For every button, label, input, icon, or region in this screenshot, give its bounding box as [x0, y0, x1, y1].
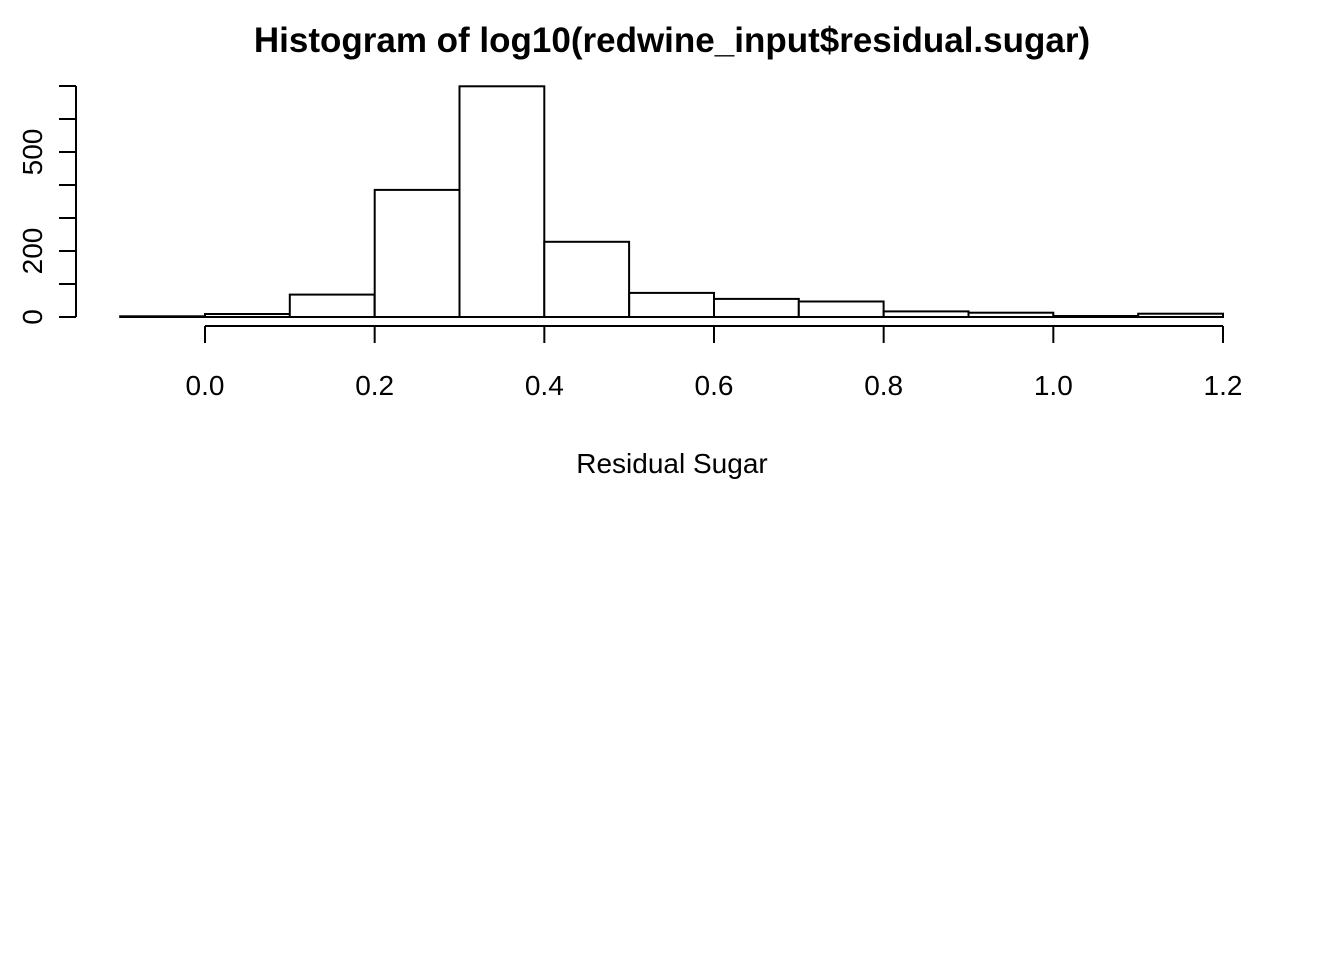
y-tick-label: 0: [17, 309, 48, 325]
y-tick-label: 200: [17, 228, 48, 275]
histogram-bar: [458, 85, 546, 318]
y-tick-label: 500: [17, 129, 48, 176]
x-tick-label: 0.6: [695, 370, 734, 401]
x-tick-label: 0.8: [864, 370, 903, 401]
histogram-bar: [1137, 312, 1224, 319]
histogram-bar: [119, 315, 206, 318]
x-axis-label: Residual Sugar: [576, 448, 767, 479]
x-axis: 0.0 0.2 0.4 0.6 0.8 1.0 1.2: [186, 325, 1243, 401]
chart-title: Histogram of log10(redwine_input$residua…: [254, 21, 1090, 60]
histogram-bar: [797, 300, 885, 318]
histogram-bar: [713, 297, 800, 318]
x-tick-label: 0.2: [355, 370, 394, 401]
x-tick-label: 1.0: [1034, 370, 1073, 401]
histogram-bar: [288, 293, 376, 319]
x-tick-label: 0.0: [186, 370, 225, 401]
histogram-bar: [1052, 315, 1140, 318]
histogram-bar: [967, 311, 1055, 319]
y-axis: 0 200 500: [17, 85, 77, 325]
histogram-bar: [204, 313, 291, 318]
x-tick-label: 1.2: [1204, 370, 1243, 401]
histogram-bar: [628, 291, 716, 318]
histogram-bar: [882, 310, 970, 318]
x-tick-label: 0.4: [525, 370, 564, 401]
histogram-bar: [543, 240, 631, 318]
histogram-bars: [119, 85, 1224, 319]
histogram-bar: [373, 188, 461, 318]
